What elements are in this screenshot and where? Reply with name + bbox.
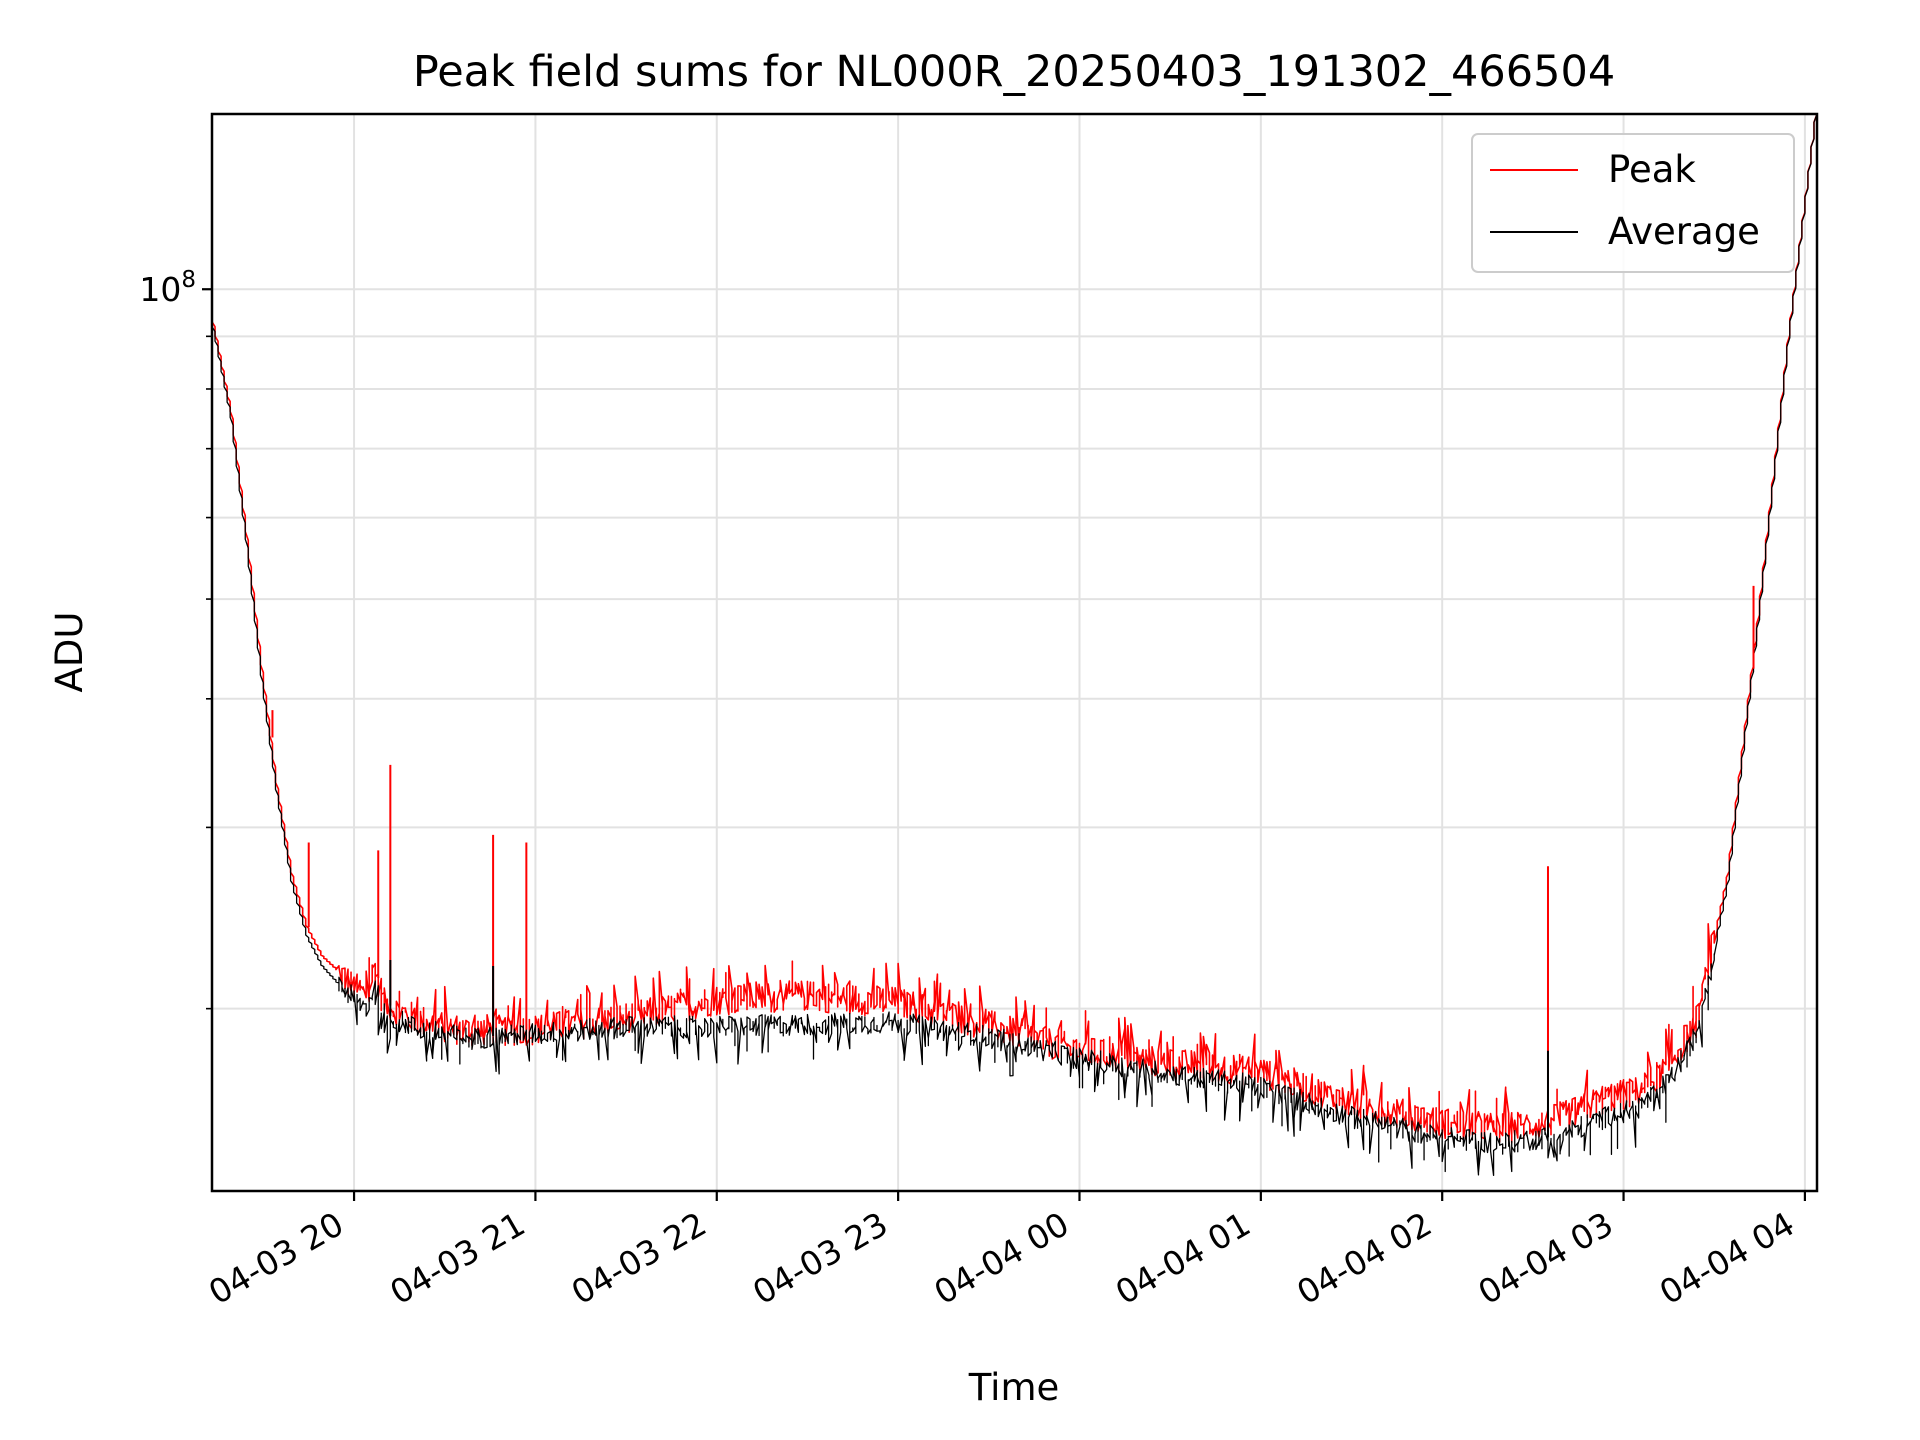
x-axis-label: Time bbox=[968, 1366, 1060, 1409]
grid bbox=[212, 114, 1817, 1191]
legend-label-peak: Peak bbox=[1608, 148, 1696, 191]
legend: Peak Average bbox=[1471, 133, 1795, 273]
series-line-average bbox=[211, 113, 1818, 1177]
chart-title: Peak field sums for NL000R_20250403_1913… bbox=[413, 47, 1615, 97]
legend-box bbox=[1471, 133, 1795, 273]
y-axis-label: ADU bbox=[48, 612, 91, 693]
y-tick-label: 108 bbox=[139, 267, 196, 309]
plot-frame bbox=[210, 112, 1819, 1193]
legend-label-average: Average bbox=[1608, 210, 1760, 253]
series-layer bbox=[211, 113, 1818, 1177]
